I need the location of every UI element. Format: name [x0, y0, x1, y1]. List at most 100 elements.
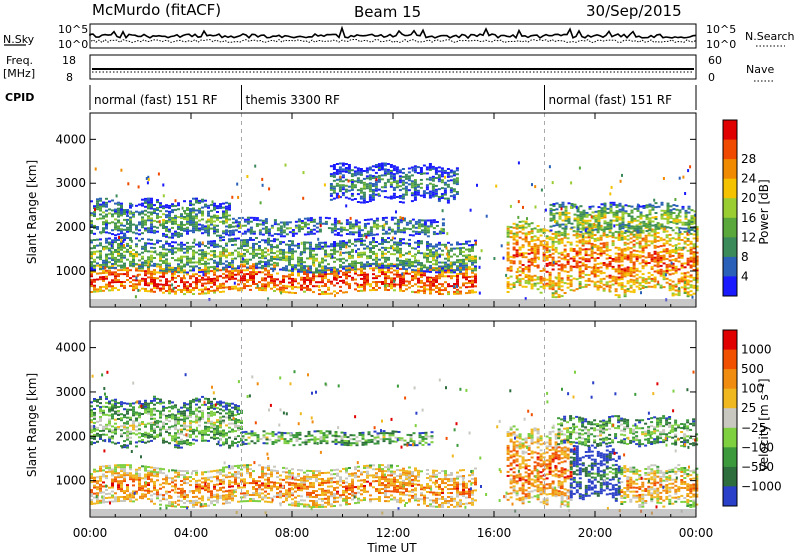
data-cell	[548, 254, 552, 256]
data-cell	[234, 285, 237, 288]
data-cell	[474, 273, 477, 276]
data-cell	[144, 259, 147, 262]
data-cell	[156, 214, 159, 217]
data-cell	[297, 268, 300, 271]
data-cell	[398, 195, 402, 197]
data-cell	[90, 220, 93, 223]
data-cell	[213, 202, 216, 205]
data-cell	[623, 285, 627, 288]
data-cell	[360, 238, 363, 240]
data-cell	[447, 259, 450, 262]
data-cell	[441, 283, 444, 286]
data-cell	[335, 182, 339, 185]
data-cell	[602, 234, 606, 237]
data-cell	[270, 251, 273, 254]
data-cell	[273, 261, 276, 264]
data-cell	[581, 224, 585, 227]
data-cell	[393, 265, 396, 268]
data-cell	[228, 208, 231, 211]
data-cell	[420, 225, 424, 228]
data-cell	[662, 286, 666, 289]
data-cell	[608, 229, 612, 232]
data-cell	[636, 229, 640, 232]
data-cell	[465, 278, 468, 281]
data-cell	[231, 244, 234, 246]
data-cell	[405, 284, 408, 287]
data-cell	[423, 288, 426, 291]
data-cell	[632, 267, 636, 270]
data-cell	[635, 277, 639, 280]
data-cell	[680, 252, 684, 255]
data-cell	[575, 262, 579, 265]
data-cell	[228, 230, 232, 232]
data-cell	[186, 273, 189, 276]
data-cell	[159, 269, 162, 272]
data-cell	[348, 285, 351, 287]
data-cell	[602, 262, 606, 264]
data-cell	[639, 213, 643, 216]
data-cell	[180, 291, 183, 293]
data-cell	[578, 227, 582, 230]
data-cell	[252, 242, 255, 245]
data-cell	[695, 289, 699, 292]
data-cell	[647, 285, 651, 288]
data-cell	[264, 279, 267, 282]
data-cell	[417, 289, 420, 292]
nsky-tick-low: 10^0	[58, 38, 88, 51]
data-cell	[108, 200, 111, 203]
data-cell	[674, 283, 678, 286]
data-cell	[123, 224, 126, 227]
data-cell	[681, 205, 685, 208]
data-cell	[414, 265, 417, 268]
data-cell	[306, 231, 310, 234]
data-cell	[366, 283, 369, 286]
data-cell	[282, 257, 285, 259]
data-cell	[351, 233, 355, 236]
data-cell	[429, 280, 432, 283]
data-cell	[687, 205, 691, 208]
data-cell	[609, 221, 613, 224]
data-cell	[627, 205, 631, 208]
data-cell	[605, 265, 609, 268]
data-cell	[549, 213, 553, 216]
data-cell	[596, 249, 600, 252]
data-cell	[306, 279, 309, 281]
data-cell	[530, 287, 534, 290]
data-cell	[656, 269, 660, 272]
data-cell	[441, 289, 444, 292]
data-cell	[683, 276, 687, 279]
data-cell	[318, 293, 321, 296]
data-cell	[285, 257, 288, 260]
data-cell	[195, 243, 198, 246]
data-cell	[165, 260, 168, 263]
data-cell	[192, 257, 195, 260]
data-cell	[282, 268, 285, 271]
data-cell	[390, 245, 393, 248]
data-cell	[353, 186, 357, 189]
data-cell	[411, 275, 414, 278]
data-cell	[462, 262, 465, 265]
data-cell	[153, 281, 156, 283]
data-cell	[165, 264, 168, 267]
data-cell	[117, 207, 120, 210]
data-cell	[414, 269, 417, 272]
data-cell	[303, 249, 306, 252]
data-cell	[638, 244, 642, 247]
data-cell	[207, 290, 210, 293]
data-cell	[378, 281, 381, 283]
data-cell	[186, 209, 189, 211]
data-cell	[414, 291, 417, 294]
data-cell	[527, 264, 531, 267]
data-cell	[623, 291, 627, 294]
data-cell	[279, 231, 283, 234]
data-cell	[570, 203, 574, 205]
data-cell	[177, 243, 180, 246]
data-cell	[363, 287, 366, 290]
data-cell	[291, 285, 294, 288]
data-cell	[515, 280, 519, 283]
data-cell	[642, 224, 646, 227]
data-cell	[447, 241, 450, 244]
data-cell	[620, 282, 624, 285]
data-cell	[617, 266, 621, 269]
